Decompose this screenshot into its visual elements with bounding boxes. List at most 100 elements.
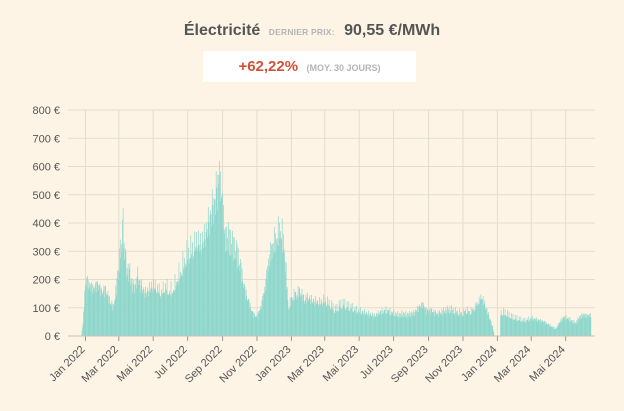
price-bar <box>328 305 329 336</box>
price-bar <box>168 295 170 336</box>
price-bar <box>253 317 254 336</box>
price-bar <box>585 313 587 336</box>
price-bar <box>437 314 438 336</box>
price-bar <box>328 299 330 336</box>
price-bar <box>248 299 250 336</box>
price-bar <box>145 296 147 336</box>
price-bar <box>95 283 96 336</box>
price-bar <box>333 312 335 336</box>
price-bar <box>108 303 109 336</box>
price-bar <box>283 249 285 336</box>
price-bar <box>429 307 431 336</box>
price-bar <box>175 285 177 336</box>
price-bar <box>275 251 277 336</box>
price-bar <box>493 332 495 336</box>
price-bar <box>330 300 332 336</box>
price-bar <box>560 319 562 336</box>
price-bar <box>547 324 549 336</box>
price-bar <box>421 302 422 336</box>
price-bar <box>189 258 191 336</box>
price-bar <box>354 309 355 336</box>
price-bar <box>110 305 112 336</box>
price-bar <box>157 292 159 336</box>
price-bar <box>389 314 390 336</box>
price-bar <box>81 330 83 336</box>
price-bar <box>433 309 435 336</box>
price-bar <box>358 308 360 336</box>
price-bar <box>331 307 333 336</box>
price-bar <box>512 314 514 336</box>
price-bar <box>169 290 170 336</box>
price-bar <box>518 320 519 336</box>
price-bar <box>392 311 394 336</box>
price-bar <box>217 174 219 336</box>
price-bar <box>541 320 543 336</box>
price-bar <box>417 306 418 336</box>
price-bar <box>341 309 342 336</box>
price-bar <box>203 248 205 336</box>
price-bar <box>435 314 437 336</box>
price-bar <box>218 183 219 336</box>
price-bar <box>375 316 377 336</box>
price-bar <box>568 317 570 336</box>
y-tick-label: 400 € <box>32 218 60 230</box>
price-bar <box>306 302 307 336</box>
price-bar <box>409 310 411 336</box>
price-bar <box>139 280 141 336</box>
price-bar <box>191 256 193 336</box>
price-bar <box>479 299 481 336</box>
price-bar <box>470 314 472 336</box>
price-bar <box>220 171 222 336</box>
price-bar <box>149 292 151 336</box>
price-bar <box>407 317 409 336</box>
price-bar <box>395 312 396 336</box>
price-bar <box>461 316 463 336</box>
price-bar <box>208 222 210 336</box>
price-bar <box>118 272 120 336</box>
price-bar <box>245 299 246 336</box>
price-bar <box>324 297 326 336</box>
price-bar <box>192 258 194 336</box>
price-bar <box>350 303 352 336</box>
price-bar <box>203 224 205 336</box>
price-bar <box>236 244 238 336</box>
price-bar <box>131 282 132 336</box>
price-bar <box>405 314 407 336</box>
price-bar <box>301 295 302 336</box>
price-bar <box>473 311 475 336</box>
price-bar <box>112 310 113 336</box>
price-bar <box>251 311 253 336</box>
price-bar <box>415 309 416 336</box>
price-bar <box>516 320 517 336</box>
price-bar <box>121 252 123 336</box>
price-bar <box>561 322 562 336</box>
price-bar <box>562 318 564 336</box>
price-bar <box>571 320 573 336</box>
price-bar <box>483 303 485 336</box>
price-bar <box>115 294 117 336</box>
price-bar <box>583 316 585 336</box>
price-bar <box>429 309 430 336</box>
price-bar <box>418 304 420 336</box>
price-bar <box>519 321 521 336</box>
price-bar <box>178 262 180 336</box>
price-bar <box>246 296 248 336</box>
price-bar <box>346 307 347 336</box>
price-bar <box>82 323 84 336</box>
price-bar <box>513 319 515 336</box>
price-bar <box>327 304 329 336</box>
price-bar <box>177 281 179 336</box>
price-bar <box>567 317 569 336</box>
price-bar <box>501 315 503 336</box>
price-bar <box>475 305 477 336</box>
price-bar <box>306 296 308 336</box>
price-bar <box>438 312 440 336</box>
price-bar <box>244 283 245 336</box>
price-bar <box>235 251 236 336</box>
price-bar <box>98 290 100 336</box>
price-bar <box>194 231 196 336</box>
price-bar <box>482 299 483 336</box>
price-bar <box>530 317 532 336</box>
price-bar <box>211 189 213 336</box>
